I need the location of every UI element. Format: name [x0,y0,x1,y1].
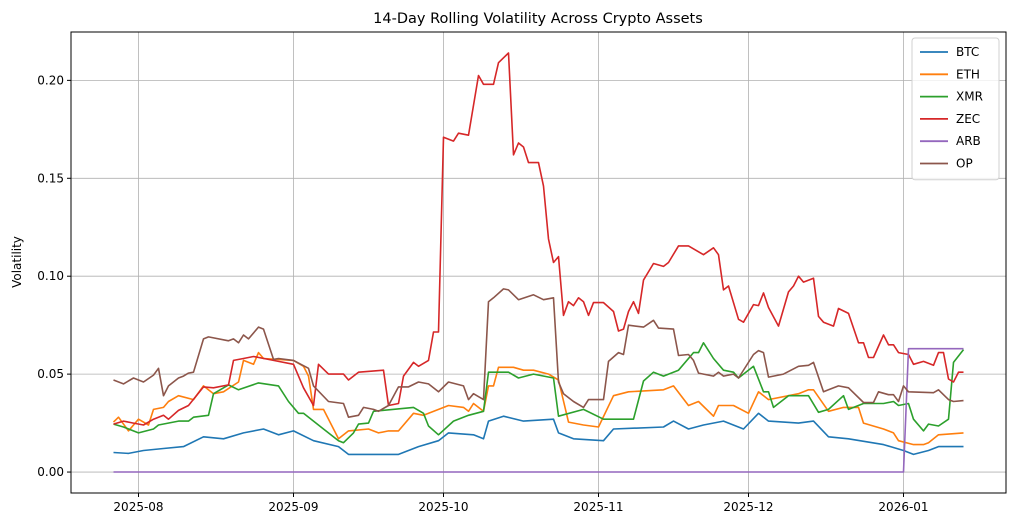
legend-label-zec: ZEC [956,112,980,126]
legend-label-btc: BTC [956,45,979,59]
x-tick-label: 2025-08 [113,500,163,514]
chart-title: 14-Day Rolling Volatility Across Crypto … [373,11,703,27]
series-line-xmr [113,342,965,444]
series-line-arb [113,347,964,473]
x-tick-label: 2026-01 [878,500,928,514]
y-axis-label: Volatility [10,236,24,288]
y-tick-label: 0.20 [37,73,64,87]
y-tick-label: 0.15 [37,171,64,185]
x-tick-label: 2025-10 [418,500,468,514]
series-line-btc [113,412,964,456]
legend-label-op: OP [956,157,973,171]
legend-label-eth: ETH [956,67,980,81]
x-tick-label: 2025-12 [723,500,773,514]
axes: 2025-08 2025-09 2025-10 2025-11 2025-12 2026-… [37,73,928,514]
legend-label-arb: ARB [956,134,981,148]
series-line-zec [113,52,964,426]
y-tick-label: 0.00 [37,465,64,479]
series-line-op [113,288,964,418]
legend: BTC ETH XMR ZEC ARB OP [911,37,1000,181]
y-tick-label: 0.10 [37,269,64,283]
y-tick-label: 0.05 [37,367,64,381]
legend-label-xmr: XMR [956,90,983,104]
plot-frame [70,31,1007,494]
x-tick-label: 2025-11 [573,500,623,514]
x-tick-label: 2025-09 [268,500,318,514]
series-line-eth [112,351,964,446]
series-lines [112,52,965,473]
